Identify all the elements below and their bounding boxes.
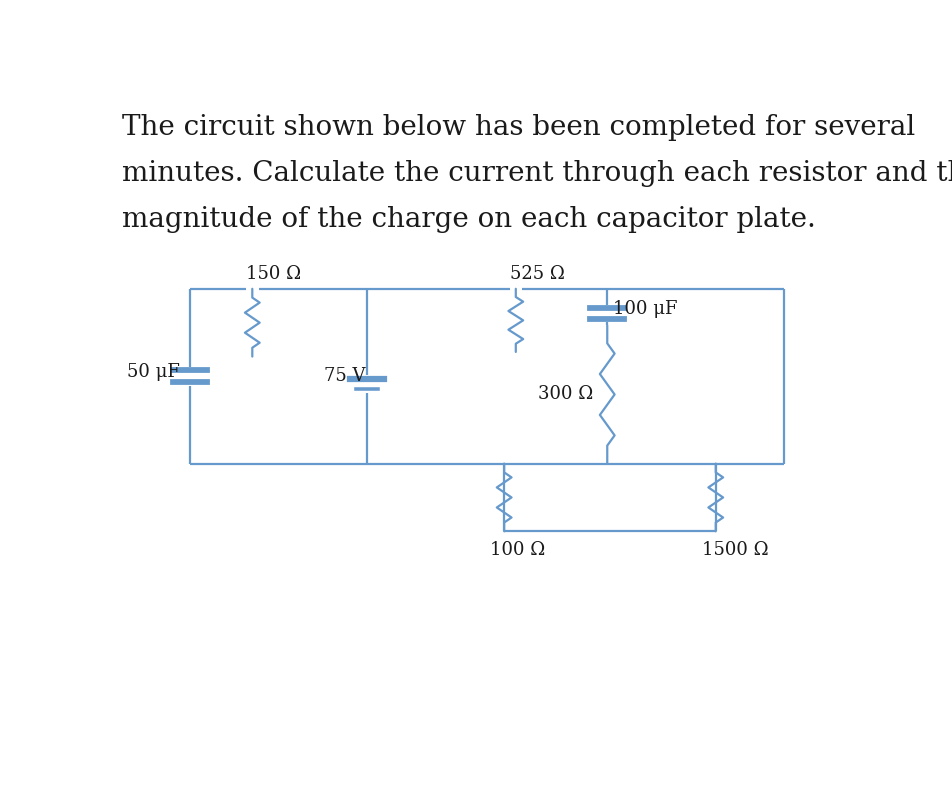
Text: 75 V: 75 V: [325, 367, 366, 385]
Text: 150 Ω: 150 Ω: [247, 265, 301, 283]
Text: 525 Ω: 525 Ω: [509, 265, 565, 283]
Text: The circuit shown below has been completed for several: The circuit shown below has been complet…: [122, 114, 916, 141]
Text: 50 μF: 50 μF: [127, 363, 180, 381]
Text: 100 Ω: 100 Ω: [490, 540, 545, 559]
Text: minutes. Calculate the current through each resistor and the: minutes. Calculate the current through e…: [122, 160, 952, 187]
Text: 300 Ω: 300 Ω: [538, 385, 593, 404]
Text: magnitude of the charge on each capacitor plate.: magnitude of the charge on each capacito…: [122, 206, 816, 233]
Text: 1500 Ω: 1500 Ω: [702, 540, 768, 559]
Text: 100 μF: 100 μF: [613, 300, 678, 318]
